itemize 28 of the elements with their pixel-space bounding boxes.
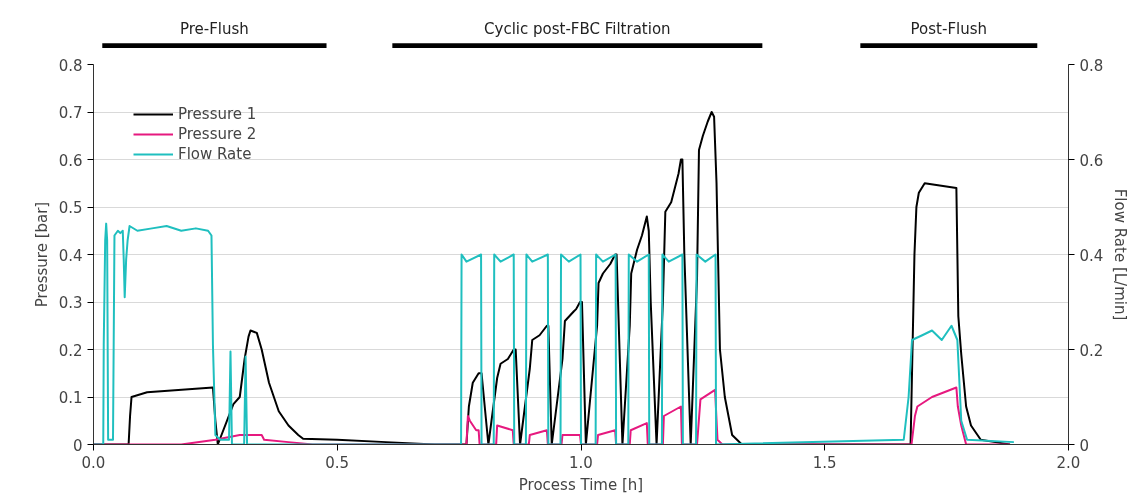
y-axis-title: Pressure [bar] (32, 201, 51, 308)
y2-tick-label: 0.6 (1079, 151, 1104, 170)
y-tick-label: 0.4 (58, 246, 83, 265)
x-tick-label: 1.0 (569, 453, 593, 472)
x-tick-label: 0.0 (81, 453, 106, 472)
y2-tick-label: 0.2 (1079, 341, 1104, 360)
y-tick-label: 0.5 (58, 199, 83, 217)
series-label: Cyclic post-FBC Filtration (484, 20, 671, 39)
y-tick-label: 0.3 (58, 294, 83, 312)
y2-tick-label: 0.4 (1079, 246, 1104, 265)
series-label: Pre-Flush (179, 20, 249, 39)
legend-label: Flow Rate (178, 145, 252, 163)
y-tick-label: 0.6 (58, 151, 83, 170)
y2-tick-label: 0 (1079, 436, 1090, 455)
y-tick-label: 0.1 (58, 389, 83, 407)
x-axis-title: Process Time [h] (518, 475, 644, 494)
series-label: Post-Flush (910, 20, 988, 39)
x-tick-label: 2.0 (1056, 453, 1081, 472)
y-tick-label: 0.7 (58, 104, 83, 122)
y-tick-label: 0.8 (58, 56, 83, 75)
x-tick-label: 1.5 (812, 453, 837, 472)
legend-label: Pressure 2 (178, 125, 257, 143)
y-tick-label: 0.2 (58, 341, 83, 360)
y2-tick-label: 0.8 (1079, 56, 1104, 75)
legend-label: Pressure 1 (178, 105, 257, 123)
x-tick-label: 0.5 (325, 453, 350, 472)
y-tick-label: 0 (72, 436, 83, 455)
y2-axis-title: Flow Rate [L/min] (1111, 188, 1130, 321)
